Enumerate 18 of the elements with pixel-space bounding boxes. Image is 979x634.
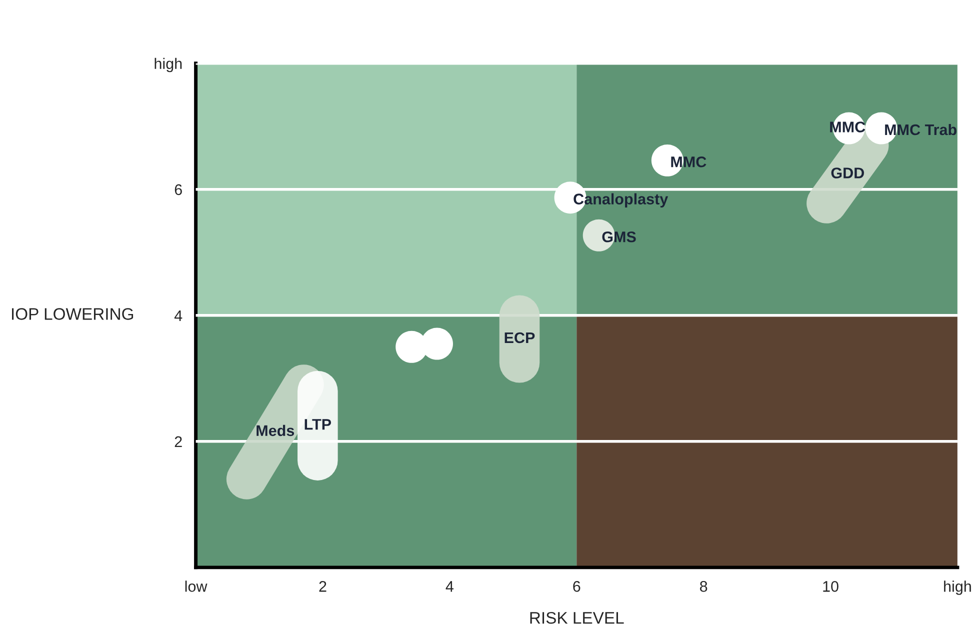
y-tick-label: high bbox=[154, 58, 182, 72]
x-axis-title: RISK LEVEL bbox=[530, 612, 624, 624]
x-tick-label: 8 bbox=[700, 581, 708, 592]
y-tick-label: 2 bbox=[174, 436, 182, 447]
x-tick-label: 4 bbox=[446, 581, 454, 592]
x-tick-label: low bbox=[185, 580, 208, 592]
point bbox=[421, 328, 453, 360]
series-label: GDD bbox=[831, 168, 864, 178]
series-label: Meds bbox=[256, 424, 294, 436]
x-tick-label: 2 bbox=[319, 581, 326, 592]
series-label: LTP bbox=[304, 419, 332, 430]
x-tick-label: 10 bbox=[823, 581, 838, 592]
x-tick-label: 6 bbox=[573, 581, 580, 592]
x-tick-label: high bbox=[944, 580, 971, 595]
y-axis-title: IOP LOWERING bbox=[12, 308, 134, 320]
y-tick-label: 6 bbox=[174, 184, 182, 196]
series-label: ECP bbox=[504, 332, 535, 344]
y-tick-label: 4 bbox=[174, 310, 182, 321]
